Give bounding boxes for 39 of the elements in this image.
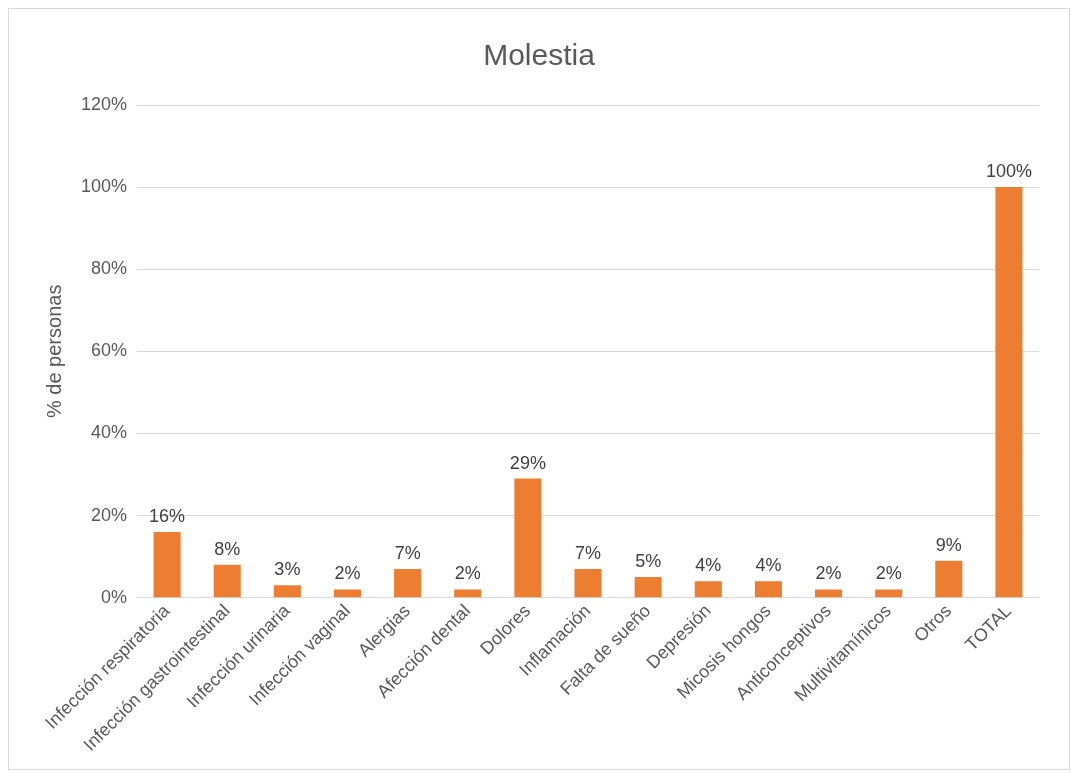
bar <box>514 478 542 598</box>
bar <box>634 577 662 598</box>
data-label: 2% <box>875 563 902 584</box>
bar <box>273 585 301 598</box>
data-label: 29% <box>509 452 546 473</box>
bar <box>454 589 482 598</box>
data-label: 4% <box>755 555 782 576</box>
bar <box>153 531 181 598</box>
bar <box>935 560 963 598</box>
bar <box>574 568 602 598</box>
y-tick-label: 80% <box>91 258 128 279</box>
y-tick-label: 100% <box>80 176 128 197</box>
y-tick-label: 40% <box>91 422 128 443</box>
bar <box>875 589 903 598</box>
data-label: 7% <box>575 542 602 563</box>
data-label: 3% <box>274 559 301 580</box>
data-label: 4% <box>695 555 722 576</box>
data-label: 2% <box>334 563 361 584</box>
data-label: 8% <box>214 538 241 559</box>
y-tick-label: 0% <box>101 586 128 607</box>
bar <box>995 187 1023 598</box>
bar <box>333 589 362 598</box>
y-tick-label: 60% <box>91 340 128 361</box>
y-axis-title: % de personas <box>42 284 65 419</box>
data-label: 5% <box>635 551 662 572</box>
bar <box>213 564 241 598</box>
bar <box>815 589 843 598</box>
bar <box>754 581 782 598</box>
bar <box>694 581 722 598</box>
chart-title: Molestia <box>483 38 596 72</box>
data-label: 2% <box>815 563 842 584</box>
data-label: 2% <box>454 563 481 584</box>
data-label: 7% <box>394 542 421 563</box>
data-label: 100% <box>985 161 1032 182</box>
data-label: 16% <box>149 505 186 526</box>
y-tick-label: 120% <box>80 93 128 114</box>
bar <box>394 568 422 598</box>
data-label: 9% <box>935 534 962 555</box>
y-tick-label: 20% <box>91 504 128 525</box>
